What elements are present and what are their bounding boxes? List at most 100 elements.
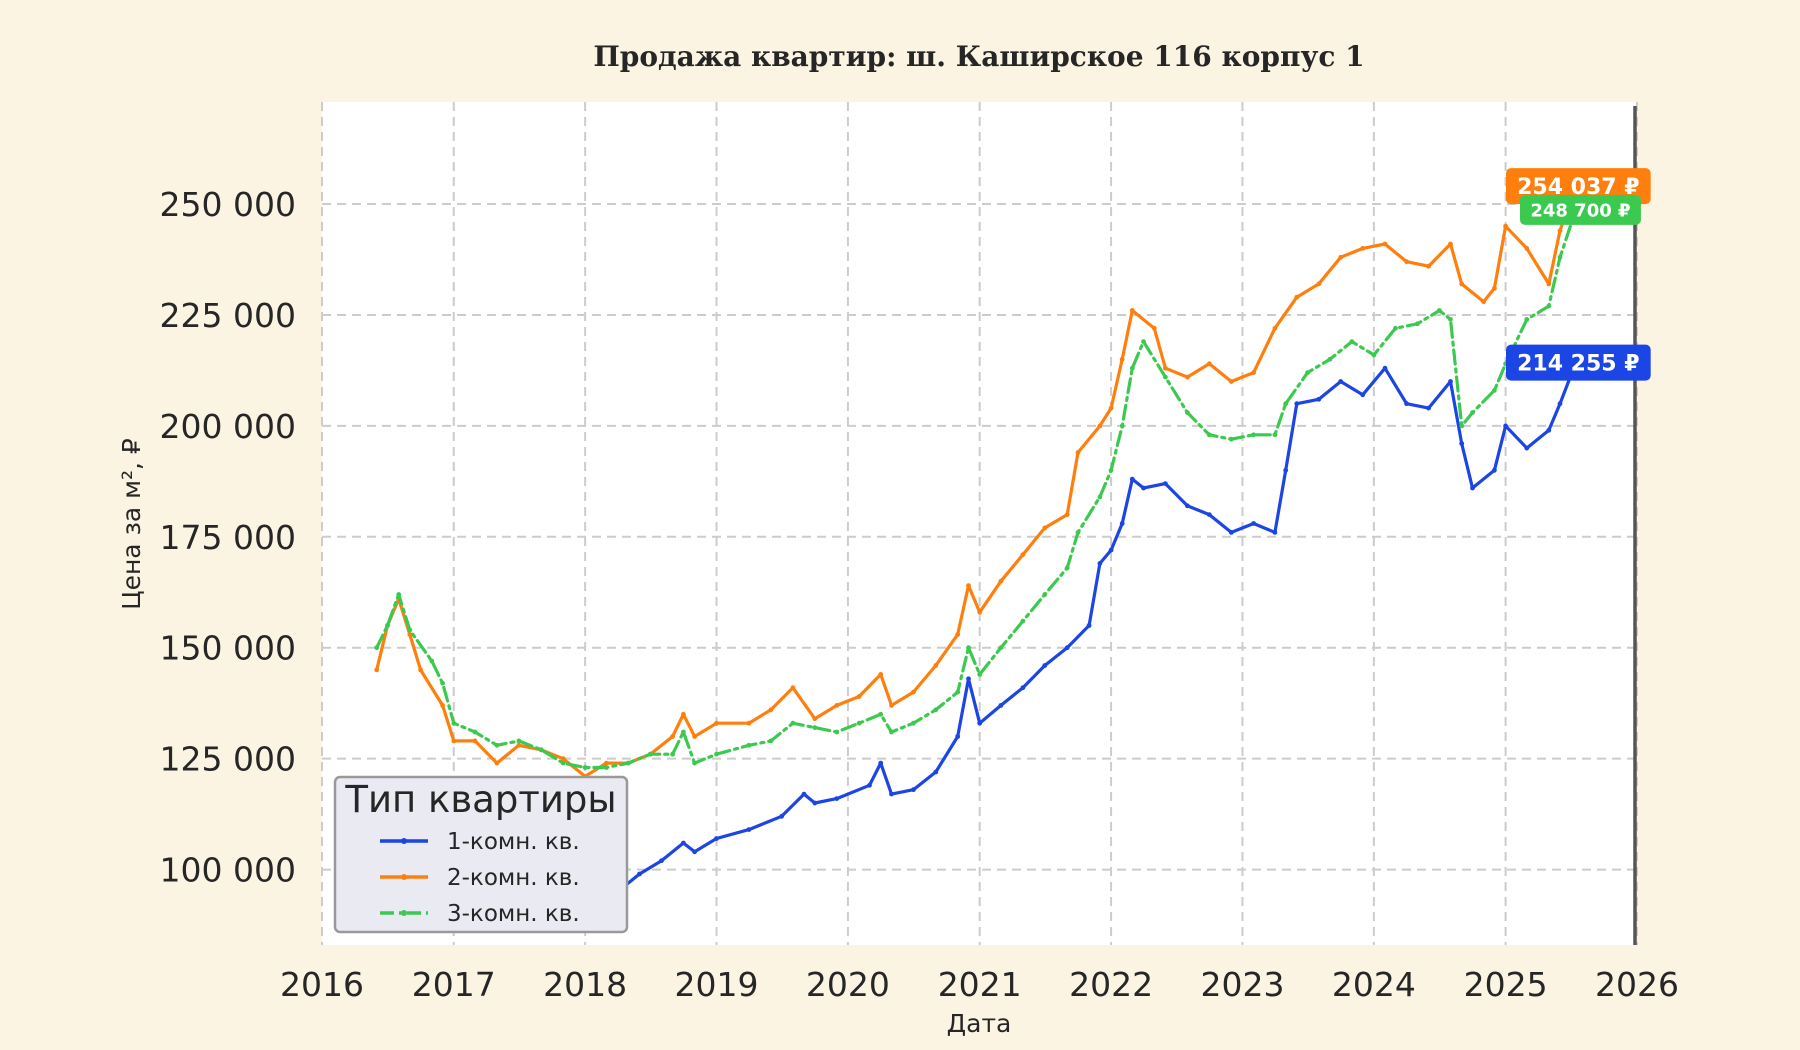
data-point — [560, 760, 566, 766]
data-point — [1064, 512, 1070, 517]
data-point — [1119, 356, 1125, 362]
legend-label: 1-комн. кв. — [447, 829, 580, 855]
data-point — [1437, 308, 1442, 313]
data-point — [692, 760, 697, 766]
end-value-badges: 254 037 ₽248 700 ₽214 255 ₽ — [1506, 168, 1651, 381]
data-point — [801, 791, 807, 797]
data-point — [516, 738, 522, 744]
data-point — [1206, 361, 1212, 367]
data-point — [1316, 281, 1322, 287]
data-point — [494, 760, 500, 766]
data-point — [1492, 467, 1497, 473]
legend-label: 2-комн. кв. — [447, 865, 580, 891]
data-point — [374, 645, 380, 651]
data-point — [1097, 494, 1103, 500]
data-point — [625, 760, 631, 766]
data-point — [385, 623, 390, 628]
data-point — [998, 578, 1004, 584]
data-point — [1492, 388, 1497, 393]
legend-marker — [401, 838, 407, 844]
legend-marker — [401, 874, 407, 880]
data-point — [933, 769, 939, 775]
data-point — [1404, 401, 1409, 407]
end-badge-label: 214 255 ₽ — [1517, 352, 1639, 377]
data-point — [429, 658, 435, 664]
data-point — [1042, 525, 1048, 531]
data-point — [1360, 246, 1366, 251]
x-tick-label: 2018 — [543, 965, 627, 1004]
data-point — [856, 720, 862, 726]
data-point — [1206, 432, 1212, 438]
data-point — [1108, 467, 1114, 473]
data-point — [560, 756, 566, 762]
y-tick-label: 225 000 — [160, 296, 296, 335]
data-point — [1141, 339, 1146, 344]
data-point — [1042, 663, 1048, 668]
data-point — [889, 791, 894, 797]
data-point — [1251, 432, 1256, 438]
x-tick-label: 2026 — [1595, 965, 1679, 1004]
data-point — [451, 738, 457, 744]
data-point — [998, 645, 1004, 651]
x-tick-label: 2019 — [675, 965, 759, 1004]
data-point — [714, 720, 719, 726]
x-tick-label: 2024 — [1332, 965, 1416, 1004]
x-tick-label: 2021 — [938, 965, 1022, 1004]
data-point — [1524, 246, 1530, 251]
data-point — [714, 751, 719, 757]
data-point — [1481, 299, 1486, 305]
y-tick-label: 125 000 — [160, 740, 296, 779]
data-point — [1163, 481, 1168, 486]
data-point — [1382, 241, 1388, 247]
data-point — [659, 858, 664, 864]
x-tick-label: 2025 — [1464, 965, 1548, 1004]
data-point — [1163, 374, 1168, 380]
data-point — [692, 734, 697, 739]
data-point — [1185, 410, 1190, 415]
data-point — [1327, 356, 1333, 362]
data-point — [966, 676, 971, 682]
data-point — [867, 782, 872, 788]
data-point — [889, 729, 894, 735]
x-axis-label: Дата — [947, 1009, 1012, 1038]
series-line-3 — [375, 208, 1578, 770]
data-point — [396, 592, 402, 597]
legend-marker — [401, 910, 407, 916]
data-point — [1316, 396, 1322, 402]
data-point — [1020, 618, 1026, 624]
data-point — [1546, 303, 1552, 309]
data-point — [1338, 254, 1344, 260]
data-point — [670, 734, 675, 739]
data-point — [1163, 365, 1168, 371]
x-tick-label: 2022 — [1069, 965, 1153, 1004]
data-point — [1108, 405, 1114, 411]
data-point — [681, 711, 686, 717]
data-point — [1503, 423, 1508, 429]
data-point — [1075, 530, 1081, 535]
data-point — [955, 734, 961, 739]
data-point — [911, 689, 916, 695]
data-point — [1557, 254, 1563, 260]
data-point — [1228, 530, 1234, 535]
data-point — [1020, 685, 1026, 691]
data-point — [977, 609, 983, 615]
data-point — [1283, 401, 1289, 407]
data-point — [1459, 423, 1465, 429]
legend-items: 1-комн. кв. 2-комн. кв. 3-комн. кв. — [380, 829, 580, 927]
y-axis-label: Цена за м², ₽ — [117, 438, 146, 610]
data-point — [1272, 325, 1278, 331]
data-point — [1448, 379, 1453, 384]
data-point — [1097, 561, 1103, 566]
data-point — [1272, 432, 1278, 438]
data-point — [790, 685, 796, 691]
data-point — [1546, 281, 1552, 287]
data-point — [1075, 450, 1081, 455]
x-axis-ticks: 2016 2017 2018 2019 2020 2021 2022 2023 2024 2025… — [280, 965, 1679, 1004]
data-point — [1129, 476, 1135, 482]
data-point — [1546, 427, 1552, 433]
y-tick-label: 200 000 — [160, 407, 296, 446]
data-point — [1426, 263, 1431, 269]
data-point — [1129, 308, 1135, 313]
data-point — [911, 720, 916, 726]
data-point — [1151, 325, 1157, 331]
